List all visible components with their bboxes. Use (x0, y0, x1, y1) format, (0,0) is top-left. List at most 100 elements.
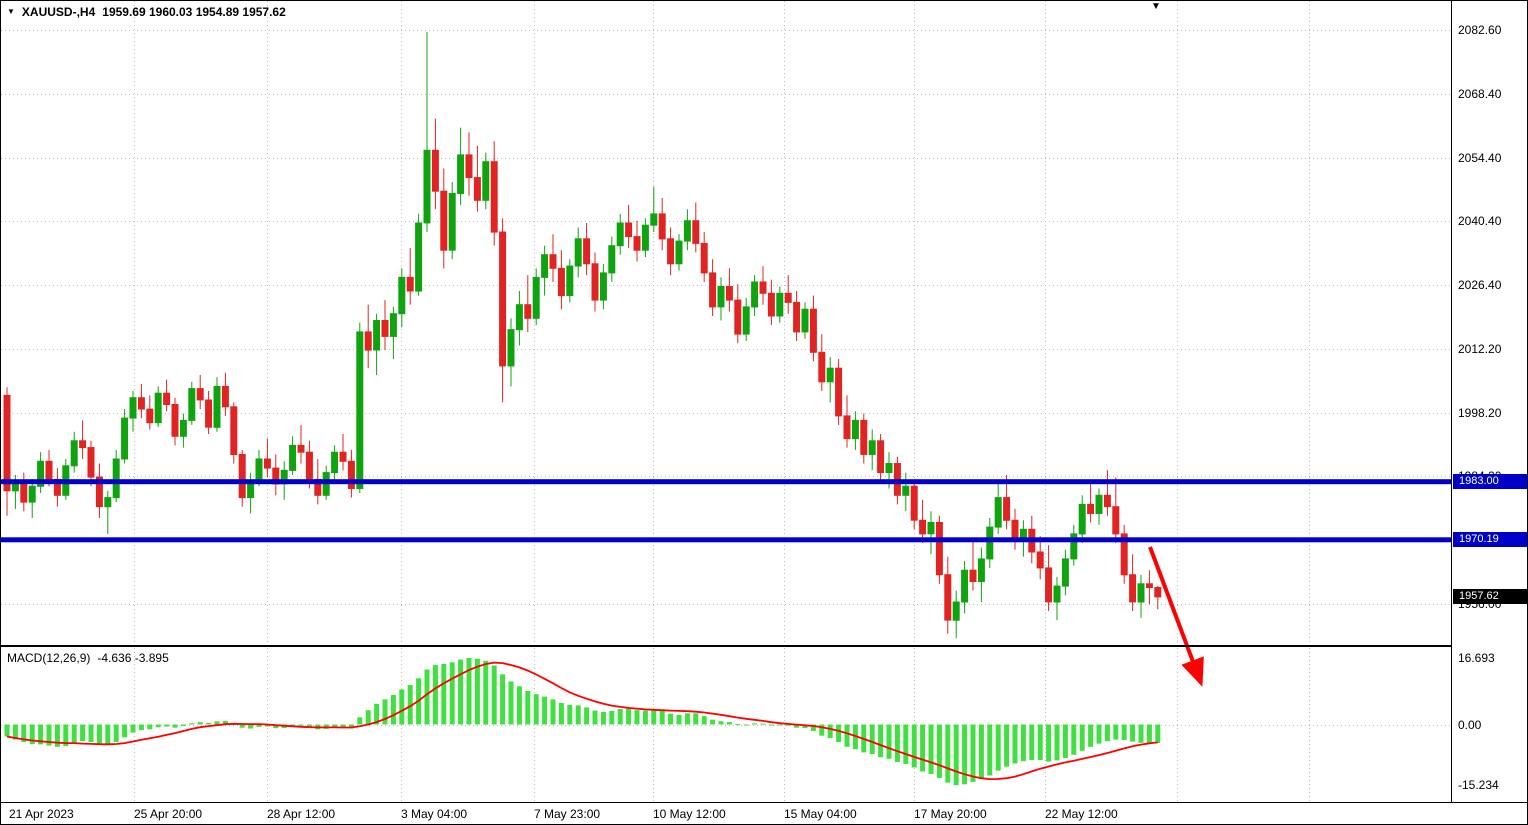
trend-arrow[interactable] (1148, 546, 1204, 687)
candle (205, 390, 213, 434)
candle (843, 395, 851, 448)
candle (767, 279, 775, 326)
candle (524, 275, 532, 332)
candle (499, 218, 507, 403)
candle (364, 304, 372, 369)
candle (339, 434, 347, 471)
candle (1095, 488, 1103, 525)
price-axis-label: 2082.60 (1458, 23, 1502, 37)
candle (179, 413, 187, 448)
candle (1011, 508, 1019, 550)
candle (541, 245, 549, 296)
candle (53, 468, 61, 507)
macd-histogram (4, 658, 1161, 786)
candle (801, 302, 809, 339)
candle (1103, 470, 1111, 516)
candle (860, 413, 868, 464)
candle (389, 306, 397, 360)
candle (415, 213, 423, 296)
candle (289, 436, 297, 475)
price-badge-last: 1957.62 (1453, 589, 1527, 604)
candle (910, 479, 918, 530)
candle (137, 384, 145, 419)
candle (532, 268, 540, 326)
chart-title: ▼ XAUUSD-,H4 1959.69 1960.03 1954.89 195… (7, 5, 286, 19)
candle (121, 409, 129, 464)
candle (692, 202, 700, 253)
candle (952, 590, 960, 639)
candle (734, 284, 742, 344)
candle (675, 234, 683, 271)
candle (423, 31, 431, 232)
price-badge-level: 1983.00 (1453, 474, 1527, 489)
candle (347, 449, 355, 498)
candle (1078, 495, 1086, 543)
panel-divider[interactable] (1, 645, 1527, 647)
time-axis-label: 7 May 23:00 (534, 807, 601, 821)
candle (507, 318, 515, 387)
candle (1053, 577, 1061, 621)
candle (709, 259, 717, 316)
chart-canvas[interactable] (1, 1, 1451, 802)
candle (79, 420, 87, 459)
candle (1045, 545, 1053, 611)
candle (809, 295, 817, 362)
candle (263, 438, 271, 478)
candle (625, 204, 633, 248)
candle (683, 209, 691, 251)
candle (935, 515, 943, 584)
candle (725, 268, 733, 312)
candle (154, 386, 162, 428)
candle (927, 511, 935, 555)
candles-layer (3, 31, 1162, 639)
candle (398, 268, 406, 328)
candle (28, 481, 36, 518)
indicator-title: MACD(12,26,9) -4.636 -3.895 (7, 651, 169, 665)
time-axis-label: 15 May 04:00 (784, 807, 857, 821)
candle (633, 220, 641, 262)
candle (717, 277, 725, 321)
candle (835, 359, 843, 425)
candle (188, 381, 196, 425)
time-axis-label: 22 May 12:00 (1045, 807, 1118, 821)
time-axis[interactable]: 21 Apr 2023 25 Apr 20:00 28 Apr 12:00 3 May… (1, 802, 1527, 824)
price-badge-level: 1970.19 (1453, 532, 1527, 547)
candle (1061, 549, 1069, 596)
candle (406, 247, 414, 305)
candle (566, 259, 574, 303)
candle (490, 141, 498, 246)
time-axis-label: 28 Apr 12:00 (267, 807, 336, 821)
price-axis-label: 2012.20 (1458, 342, 1502, 356)
symbol-timeframe: XAUUSD-,H4 (21, 5, 96, 19)
candle (247, 472, 255, 514)
candle (1087, 484, 1095, 523)
candle (574, 227, 582, 278)
candle (457, 127, 465, 205)
candle (213, 377, 221, 432)
candle (700, 232, 708, 282)
indicator-values: -4.636 -3.895 (97, 651, 169, 665)
candle (20, 472, 28, 512)
candle (599, 263, 607, 310)
price-axis[interactable]: 2082.60 2068.40 2054.40 2040.40 2026.40 2012.… (1451, 1, 1527, 802)
horizontal-level-line[interactable] (1, 479, 1451, 485)
candle (986, 518, 994, 568)
time-axis-label: 21 Apr 2023 (9, 807, 74, 821)
candle (431, 118, 439, 210)
candle (1070, 524, 1078, 566)
candle (877, 434, 885, 482)
time-axis-label: 17 May 20:00 (914, 807, 987, 821)
candle (826, 356, 834, 403)
macd-axis-label: 0.00 (1458, 718, 1482, 732)
candle (171, 397, 179, 446)
time-axis-label: 25 Apr 20:00 (134, 807, 203, 821)
candle (902, 472, 910, 512)
candle (851, 411, 859, 450)
horizontal-level-line[interactable] (1, 537, 1451, 543)
symbol-dropdown-icon[interactable]: ▼ (7, 7, 15, 16)
price-axis-label: 2040.40 (1458, 214, 1502, 228)
chart-shift-marker[interactable]: ▼ (1151, 1, 1161, 12)
macd-signal-line (6, 661, 1158, 781)
candle (919, 499, 927, 543)
